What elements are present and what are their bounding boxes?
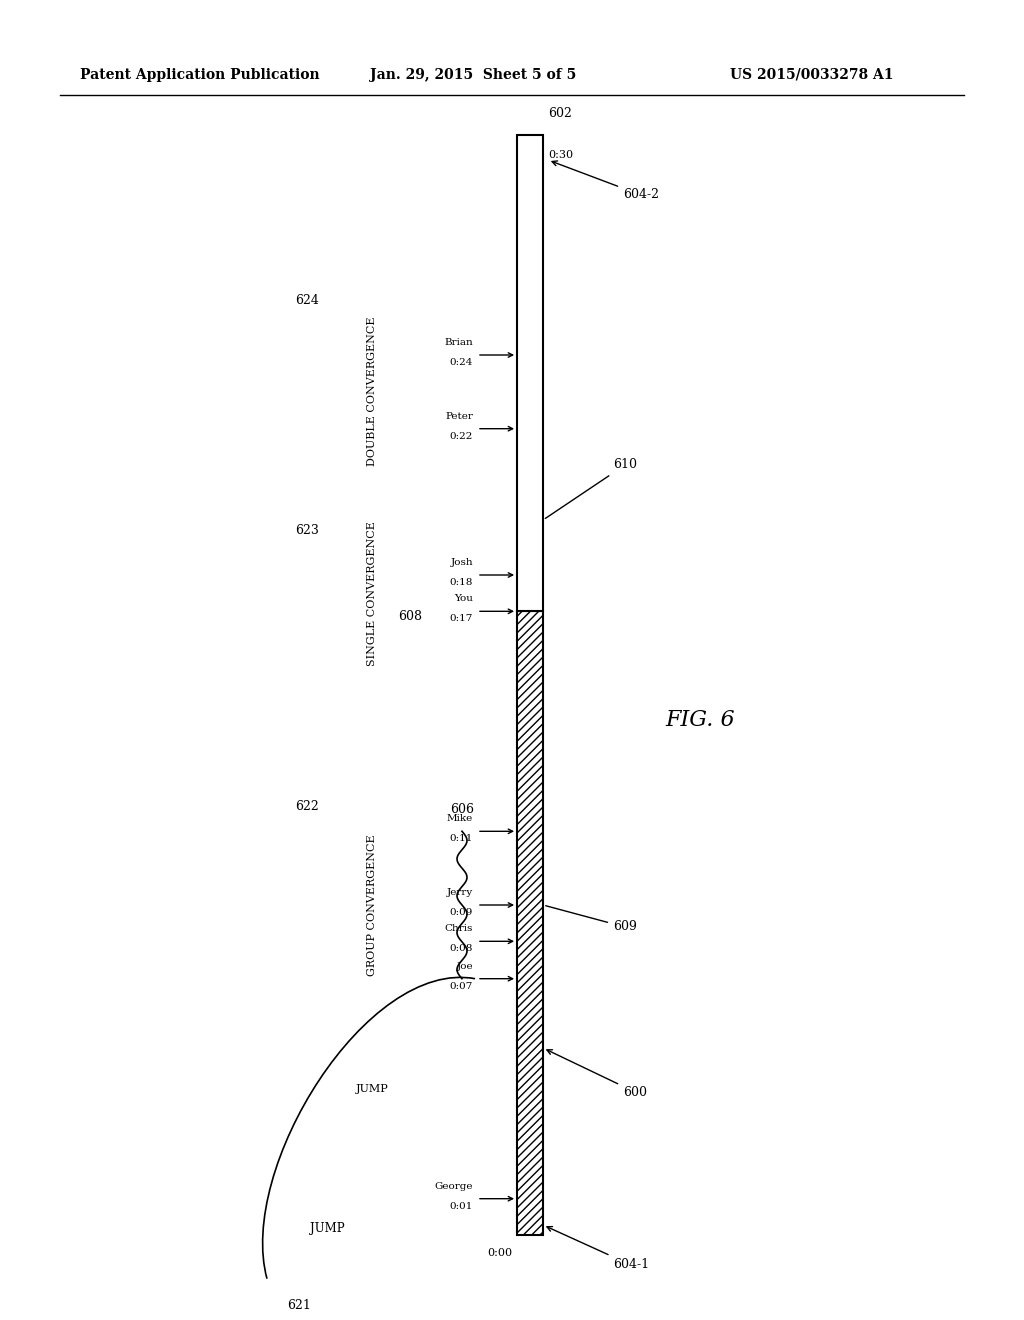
Text: GROUP CONVERGENCE: GROUP CONVERGENCE (367, 834, 377, 975)
Text: Jan. 29, 2015  Sheet 5 of 5: Jan. 29, 2015 Sheet 5 of 5 (370, 69, 577, 82)
Text: 0:30: 0:30 (548, 150, 573, 160)
Text: Patent Application Publication: Patent Application Publication (80, 69, 319, 82)
Text: 0:08: 0:08 (450, 944, 473, 953)
Text: 622: 622 (295, 800, 318, 813)
Text: 0:07: 0:07 (450, 982, 473, 991)
Text: SINGLE CONVERGENCE: SINGLE CONVERGENCE (367, 521, 377, 667)
Bar (517, 135, 543, 611)
Text: 0:24: 0:24 (450, 358, 473, 367)
Text: 608: 608 (398, 610, 422, 623)
Text: 0:18: 0:18 (450, 578, 473, 587)
Text: 0:01: 0:01 (450, 1201, 473, 1210)
Text: 604-1: 604-1 (547, 1226, 649, 1271)
Text: 604-2: 604-2 (552, 161, 659, 202)
Bar (517, 611, 543, 1236)
Text: JUMP: JUMP (355, 1084, 388, 1094)
Text: 610: 610 (546, 458, 637, 519)
Text: George: George (434, 1181, 473, 1191)
Text: 624: 624 (295, 293, 318, 306)
Text: 0:17: 0:17 (450, 614, 473, 623)
Text: Joe: Joe (457, 962, 473, 970)
Text: Peter: Peter (445, 412, 473, 421)
Text: Mike: Mike (446, 814, 473, 824)
Text: 606: 606 (450, 804, 474, 816)
Text: 600: 600 (547, 1049, 647, 1098)
Text: 623: 623 (295, 524, 318, 537)
Text: 0:22: 0:22 (450, 432, 473, 441)
Text: US 2015/0033278 A1: US 2015/0033278 A1 (730, 69, 894, 82)
Text: FIG. 6: FIG. 6 (666, 709, 735, 731)
Text: 609: 609 (546, 906, 637, 933)
Text: Chris: Chris (444, 924, 473, 933)
Text: Brian: Brian (444, 338, 473, 347)
Text: 621: 621 (287, 1299, 311, 1312)
Text: You: You (454, 594, 473, 603)
Text: DOUBLE CONVERGENCE: DOUBLE CONVERGENCE (367, 317, 377, 466)
Text: Jerry: Jerry (446, 888, 473, 898)
Text: Josh: Josh (451, 558, 473, 568)
Text: 602: 602 (548, 107, 571, 120)
Text: 0:09: 0:09 (450, 908, 473, 917)
Text: 0:11: 0:11 (450, 834, 473, 843)
Text: JUMP: JUMP (309, 1222, 344, 1236)
Text: 0:00: 0:00 (486, 1247, 512, 1258)
